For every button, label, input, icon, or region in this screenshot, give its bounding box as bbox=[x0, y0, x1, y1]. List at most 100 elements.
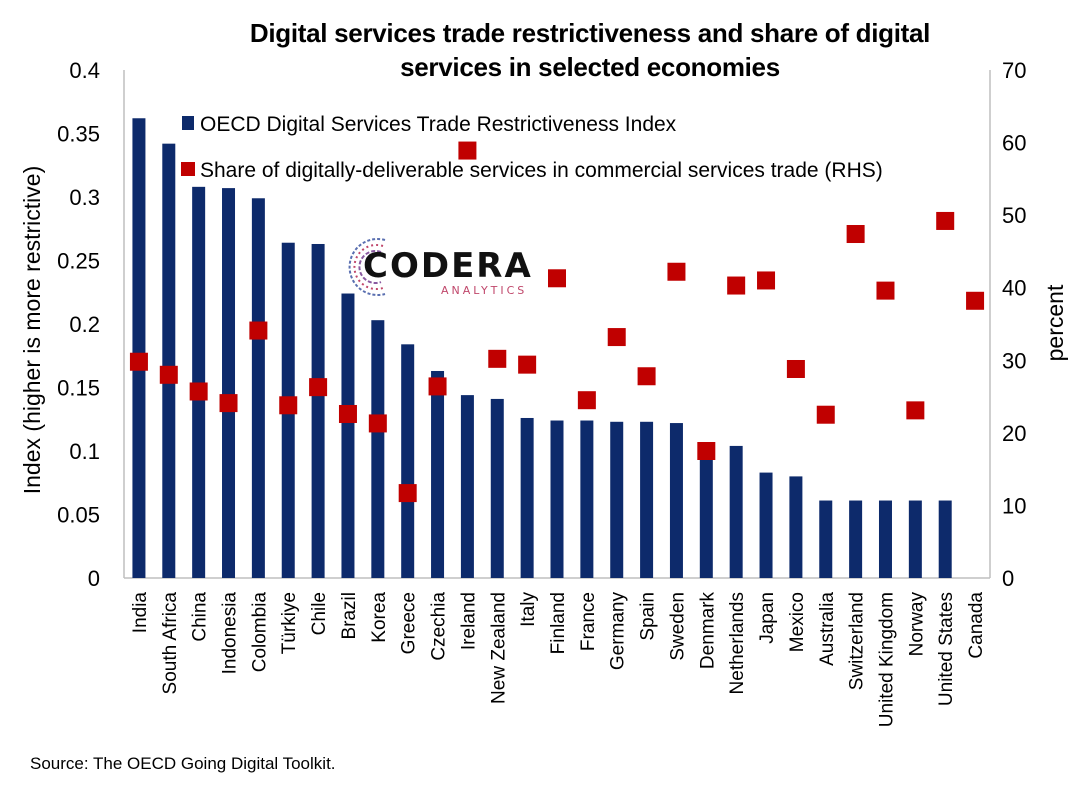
marker-point bbox=[458, 141, 477, 160]
marker-series bbox=[129, 141, 985, 503]
chart-title-line-1: Digital services trade restrictiveness a… bbox=[249, 18, 931, 48]
right-tick-label: 40 bbox=[1002, 276, 1026, 301]
category-label: Spain bbox=[638, 592, 659, 641]
bar bbox=[550, 420, 564, 578]
left-tick-label: 0.4 bbox=[69, 58, 100, 83]
category-label: Canada bbox=[966, 592, 987, 659]
marker-point bbox=[159, 365, 178, 384]
logo-mark-icon bbox=[348, 238, 386, 296]
category-label: Indonesia bbox=[220, 592, 241, 675]
category-label: Italy bbox=[518, 592, 539, 627]
category-label: Korea bbox=[369, 592, 390, 643]
chart-title-line-2: services in selected economies bbox=[400, 52, 780, 82]
right-tick-label: 70 bbox=[1002, 58, 1026, 83]
category-label: Czechia bbox=[429, 592, 450, 661]
marker-point bbox=[309, 378, 328, 397]
bar bbox=[162, 143, 176, 578]
marker-point bbox=[966, 291, 985, 310]
category-label: Germany bbox=[608, 592, 629, 671]
marker-point bbox=[279, 396, 298, 415]
marker-point bbox=[548, 269, 566, 288]
legend: OECD Digital Services Trade Restrictiven… bbox=[181, 113, 883, 182]
right-tick-label: 30 bbox=[1002, 348, 1026, 373]
category-label: Sweden bbox=[667, 592, 688, 661]
marker-point bbox=[428, 377, 447, 396]
marker-point bbox=[846, 225, 865, 244]
marker-point bbox=[488, 349, 507, 368]
logo-subtitle: ANALYTICS bbox=[441, 284, 528, 297]
bar bbox=[669, 423, 683, 578]
category-label: Switzerland bbox=[847, 592, 868, 690]
marker-point bbox=[338, 404, 357, 423]
category-label: Brazil bbox=[339, 592, 360, 640]
marker-point bbox=[727, 276, 746, 295]
category-label: Japan bbox=[757, 592, 778, 644]
left-tick-label: 0.3 bbox=[69, 185, 100, 210]
category-label: Ireland bbox=[458, 592, 479, 650]
left-tick-label: 0 bbox=[88, 566, 100, 591]
marker-point bbox=[607, 328, 626, 347]
marker-point bbox=[189, 382, 208, 401]
marker-point bbox=[368, 414, 387, 433]
chart-title: Digital services trade restrictiveness a… bbox=[150, 16, 1030, 84]
right-tick-label: 0 bbox=[1002, 566, 1014, 591]
left-tick-label: 0.2 bbox=[69, 312, 100, 337]
right-tick-label: 50 bbox=[1002, 203, 1026, 228]
bar bbox=[789, 476, 803, 578]
marker-point bbox=[398, 484, 417, 503]
bar bbox=[908, 500, 922, 578]
bar bbox=[460, 395, 474, 578]
bar bbox=[341, 293, 355, 578]
left-tick-label: 0.35 bbox=[57, 122, 100, 147]
bar bbox=[192, 186, 206, 578]
left-axis-ticks: 0 0.05 0.1 0.15 0.2 0.25 0.3 0.35 0.4 bbox=[57, 58, 100, 591]
bar bbox=[520, 417, 534, 578]
category-label: Australia bbox=[817, 592, 838, 666]
category-label: Greece bbox=[399, 592, 420, 654]
marker-point bbox=[219, 394, 238, 413]
bar bbox=[878, 500, 892, 578]
left-tick-label: 0.05 bbox=[57, 503, 100, 528]
category-label: New Zealand bbox=[488, 592, 509, 704]
category-label: United States bbox=[936, 592, 957, 706]
bar bbox=[132, 118, 146, 578]
marker-point bbox=[876, 281, 895, 300]
bar bbox=[819, 500, 833, 578]
marker-point bbox=[577, 391, 596, 410]
bar bbox=[401, 344, 415, 578]
left-axis-title: Index (higher is more restrictive) bbox=[19, 166, 45, 495]
category-label: China bbox=[190, 592, 211, 642]
right-tick-label: 20 bbox=[1002, 421, 1026, 446]
marker-point bbox=[936, 211, 955, 230]
marker-point bbox=[667, 262, 686, 281]
right-tick-label: 60 bbox=[1002, 131, 1026, 156]
legend-marker-label: Share of digitally-deliverable services … bbox=[200, 159, 883, 182]
bar bbox=[222, 188, 236, 579]
legend-bar-swatch bbox=[182, 116, 194, 130]
bar bbox=[640, 421, 654, 578]
category-label: Finland bbox=[548, 592, 569, 654]
left-tick-label: 0.25 bbox=[57, 249, 100, 274]
bar bbox=[251, 198, 265, 578]
marker-point bbox=[518, 355, 537, 374]
right-axis-title: percent bbox=[1042, 284, 1068, 361]
bar bbox=[699, 445, 713, 578]
bar bbox=[729, 445, 743, 578]
category-label: Norway bbox=[906, 592, 927, 657]
source-note: Source: The OECD Going Digital Toolkit. bbox=[30, 754, 336, 773]
marker-point bbox=[757, 271, 776, 290]
right-tick-label: 10 bbox=[1002, 493, 1026, 518]
category-label: India bbox=[130, 592, 151, 634]
bar bbox=[610, 421, 624, 578]
marker-point bbox=[129, 352, 148, 371]
category-label: Chile bbox=[309, 592, 330, 635]
bar bbox=[371, 320, 385, 578]
category-label: Denmark bbox=[697, 592, 718, 670]
marker-point bbox=[906, 401, 925, 420]
category-label: Türkiye bbox=[279, 592, 300, 654]
category-label: Mexico bbox=[787, 592, 808, 652]
category-label: France bbox=[578, 592, 599, 651]
marker-point bbox=[697, 442, 716, 460]
bar bbox=[759, 472, 773, 578]
